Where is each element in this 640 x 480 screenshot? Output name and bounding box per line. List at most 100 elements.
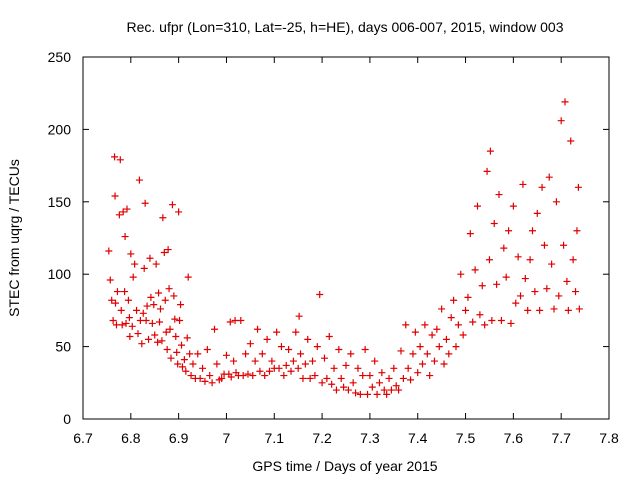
data-point xyxy=(450,296,458,304)
data-point xyxy=(124,296,132,304)
data-point xyxy=(151,331,159,339)
data-point xyxy=(347,350,355,358)
data-point xyxy=(555,292,563,300)
data-point xyxy=(292,328,300,336)
data-point xyxy=(158,337,166,345)
data-point xyxy=(126,332,134,340)
data-point xyxy=(486,147,494,155)
data-point xyxy=(385,374,393,382)
data-point xyxy=(230,357,238,365)
data-point xyxy=(177,301,185,309)
data-point xyxy=(569,256,577,264)
data-point xyxy=(354,364,362,372)
data-point xyxy=(304,335,312,343)
data-point xyxy=(560,241,568,249)
data-point xyxy=(152,260,160,268)
data-point xyxy=(414,369,422,377)
data-point xyxy=(483,167,491,175)
data-point xyxy=(426,372,434,380)
data-point xyxy=(378,369,386,377)
data-point xyxy=(550,305,558,313)
data-point xyxy=(295,312,303,320)
data-point xyxy=(222,351,230,359)
data-point xyxy=(129,273,137,281)
data-point xyxy=(447,314,455,322)
data-point xyxy=(172,332,180,340)
data-point xyxy=(572,288,580,296)
data-point xyxy=(125,314,133,322)
data-point xyxy=(574,183,582,191)
data-point xyxy=(421,321,429,329)
data-point xyxy=(258,350,266,358)
data-point xyxy=(519,180,527,188)
data-point xyxy=(359,372,367,380)
data-point xyxy=(141,199,149,207)
data-point xyxy=(528,227,536,235)
data-point xyxy=(163,345,171,353)
data-point xyxy=(154,338,162,346)
data-point xyxy=(337,374,345,382)
x-tick-label: 7.4 xyxy=(408,430,428,446)
data-point xyxy=(442,335,450,343)
data-point xyxy=(226,318,234,326)
data-point xyxy=(121,233,129,241)
data-point xyxy=(452,343,460,351)
x-tick-label: 7.2 xyxy=(312,430,332,446)
data-point xyxy=(168,201,176,209)
data-point xyxy=(218,374,226,382)
data-point xyxy=(478,282,486,290)
data-point xyxy=(335,345,343,353)
data-point xyxy=(567,137,575,145)
data-point xyxy=(183,334,191,342)
data-point xyxy=(416,343,424,351)
data-point xyxy=(263,335,271,343)
data-point xyxy=(433,325,441,333)
data-point xyxy=(493,280,501,288)
data-point xyxy=(407,376,415,384)
data-point xyxy=(155,289,163,297)
data-point xyxy=(203,345,211,353)
x-tick-label: 6.8 xyxy=(121,430,141,446)
data-point xyxy=(140,264,148,272)
data-point xyxy=(481,321,489,329)
data-point xyxy=(352,389,360,397)
data-point xyxy=(111,153,119,161)
data-point xyxy=(474,202,481,210)
data-point xyxy=(146,254,154,262)
data-point xyxy=(161,296,169,304)
data-point xyxy=(256,367,264,375)
data-point xyxy=(244,370,252,378)
data-point xyxy=(399,374,407,382)
data-point xyxy=(242,350,250,358)
y-tick-label: 200 xyxy=(48,121,72,137)
data-point xyxy=(237,317,245,325)
y-tick-label: 150 xyxy=(48,194,72,210)
data-point xyxy=(246,340,254,348)
data-point xyxy=(340,383,348,391)
data-point xyxy=(380,386,388,394)
data-point xyxy=(261,372,269,380)
data-point xyxy=(311,372,319,380)
data-point xyxy=(239,372,247,380)
data-point xyxy=(139,309,147,317)
data-point xyxy=(512,299,520,307)
x-tick-label: 7.8 xyxy=(599,430,619,446)
data-point xyxy=(430,357,438,365)
data-point xyxy=(128,322,136,330)
data-point xyxy=(164,246,172,254)
data-point xyxy=(469,318,477,326)
data-point xyxy=(194,350,202,358)
data-point xyxy=(323,374,331,382)
x-tick-label: 7.1 xyxy=(265,430,285,446)
data-point xyxy=(531,288,539,296)
x-tick-label: 7.5 xyxy=(456,430,476,446)
data-point xyxy=(167,354,175,362)
data-point xyxy=(356,390,364,398)
data-point xyxy=(402,321,410,329)
data-point xyxy=(342,361,350,369)
data-point xyxy=(251,357,259,365)
data-point xyxy=(488,317,496,325)
x-tick-label: 7.6 xyxy=(504,430,524,446)
chart-title: Rec. ufpr (Lon=310, Lat=-25, h=HE), days… xyxy=(126,19,563,35)
data-point xyxy=(127,250,135,258)
